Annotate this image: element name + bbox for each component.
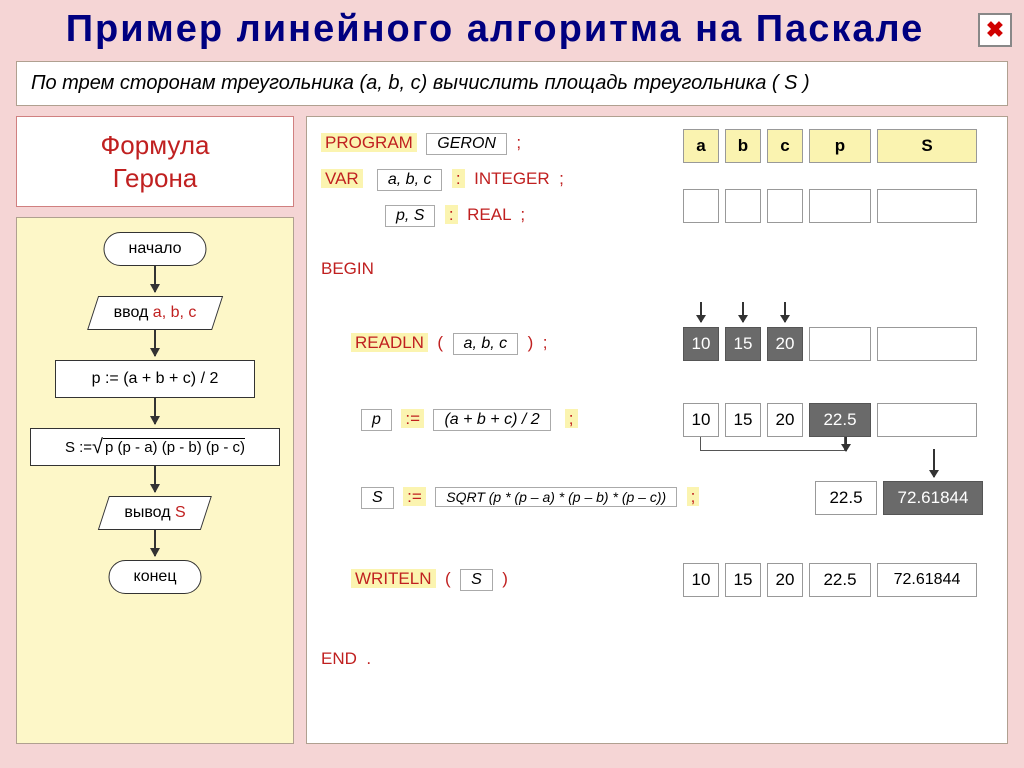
close-button[interactable]: ✖ — [978, 13, 1012, 47]
hdr-s: S — [877, 129, 977, 163]
p-a: 10 — [683, 403, 719, 437]
flow-s-root: p (p - a) (p - b) (p - c) — [103, 438, 245, 456]
int-type: INTEGER — [474, 169, 550, 188]
kw-end: END — [321, 649, 357, 668]
empty-cell — [809, 189, 871, 223]
semicolon: ; — [520, 205, 525, 224]
writeln-arg: S — [460, 569, 493, 591]
formula-title-line2: Герона — [113, 163, 198, 193]
connector — [700, 437, 845, 451]
connector-arrow — [845, 437, 847, 451]
p-result: 22.5 — [809, 403, 871, 437]
kw-readln: READLN — [351, 333, 428, 352]
rparen: ) — [528, 333, 534, 352]
empty-cell — [767, 189, 803, 223]
flow-input-vars: a, b, c — [153, 304, 197, 321]
flow-arrow — [154, 330, 156, 356]
page-title: Пример линейного алгоритма на Паскале — [12, 8, 978, 51]
flow-input-prefix: ввод — [114, 304, 153, 321]
flow-input: ввод a, b, c — [87, 296, 223, 330]
empty-cell — [809, 327, 871, 361]
readln-b: 15 — [725, 327, 761, 361]
input-arrow — [742, 302, 744, 322]
wr-p: 22.5 — [809, 563, 871, 597]
readln-c: 20 — [767, 327, 803, 361]
semicolon: ; — [516, 133, 521, 152]
flow-start: начало — [103, 232, 206, 266]
semicolon: ; — [565, 409, 578, 428]
empty-cell — [725, 189, 761, 223]
readln-args: a, b, c — [453, 333, 519, 355]
lparen: ( — [437, 333, 443, 352]
hdr-p: p — [809, 129, 871, 163]
flow-arrow — [154, 398, 156, 424]
colon: : — [445, 205, 458, 224]
readln-a: 10 — [683, 327, 719, 361]
wr-b: 15 — [725, 563, 761, 597]
code-trace-panel: PROGRAM GERON ; VAR a, b, c : INTEGER ; … — [306, 116, 1008, 744]
lparen: ( — [445, 569, 451, 588]
empty-cell — [877, 189, 977, 223]
flow-output-var: S — [175, 504, 186, 521]
task-description: По трем сторонам треугольника (a, b, c) … — [16, 61, 1008, 106]
int-vars: a, b, c — [377, 169, 443, 191]
s-result: 72.61844 — [883, 481, 983, 515]
colon: : — [452, 169, 465, 188]
s-expr: SQRT (p * (p – a) * (p – b) * (p – c)) — [435, 487, 677, 507]
assign: := — [401, 409, 424, 428]
hdr-c: c — [767, 129, 803, 163]
kw-writeln: WRITELN — [351, 569, 436, 588]
kw-begin: BEGIN — [321, 259, 374, 278]
p-expr: (a + b + c) / 2 — [433, 409, 550, 431]
real-type: REAL — [467, 205, 511, 224]
wr-c: 20 — [767, 563, 803, 597]
hdr-b: b — [725, 129, 761, 163]
p-var: p — [361, 409, 392, 431]
s-var: S — [361, 487, 394, 509]
p-b: 15 — [725, 403, 761, 437]
formula-title-line1: Формула — [101, 130, 210, 160]
empty-cell — [877, 327, 977, 361]
wr-a: 10 — [683, 563, 719, 597]
flow-output-prefix: вывод — [124, 504, 175, 521]
program-name: GERON — [426, 133, 507, 155]
flow-end: конец — [109, 560, 202, 594]
flow-p-assign: p := (a + b + c) / 2 — [55, 360, 255, 398]
flowchart-panel: начало ввод a, b, c p := (a + b + c) / 2… — [16, 217, 294, 744]
semicolon: ; — [559, 169, 564, 188]
hdr-a: a — [683, 129, 719, 163]
flow-s-assign: S := √p (p - a) (p - b) (p - c) — [30, 428, 280, 466]
rparen: ) — [502, 569, 508, 588]
flow-output: вывод S — [98, 496, 212, 530]
p-c: 20 — [767, 403, 803, 437]
kw-var: VAR — [321, 169, 363, 188]
semicolon: ; — [543, 333, 548, 352]
kw-program: PROGRAM — [321, 133, 417, 152]
trace-area: a b c p S 10 15 20 — [683, 127, 995, 733]
flow-arrow — [154, 530, 156, 556]
input-arrow — [784, 302, 786, 322]
wr-s: 72.61844 — [877, 563, 977, 597]
empty-cell — [877, 403, 977, 437]
flow-arrow — [154, 266, 156, 292]
dot: . — [366, 649, 371, 668]
empty-cell — [683, 189, 719, 223]
real-vars: p, S — [385, 205, 435, 227]
assign: := — [403, 487, 426, 506]
flow-arrow — [154, 466, 156, 492]
s-p-in: 22.5 — [815, 481, 877, 515]
connector-arrow — [933, 449, 935, 477]
formula-title: Формула Герона — [16, 116, 294, 207]
flow-s-left: S := — [65, 439, 92, 456]
code-area: PROGRAM GERON ; VAR a, b, c : INTEGER ; … — [321, 127, 677, 733]
input-arrow — [700, 302, 702, 322]
